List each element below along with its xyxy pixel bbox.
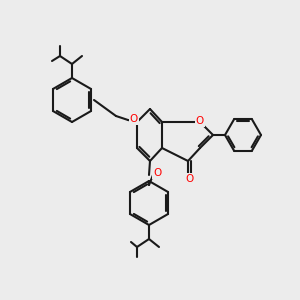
Text: O: O xyxy=(130,114,138,124)
Text: O: O xyxy=(153,168,161,178)
Text: O: O xyxy=(196,116,204,126)
Text: O: O xyxy=(186,174,194,184)
